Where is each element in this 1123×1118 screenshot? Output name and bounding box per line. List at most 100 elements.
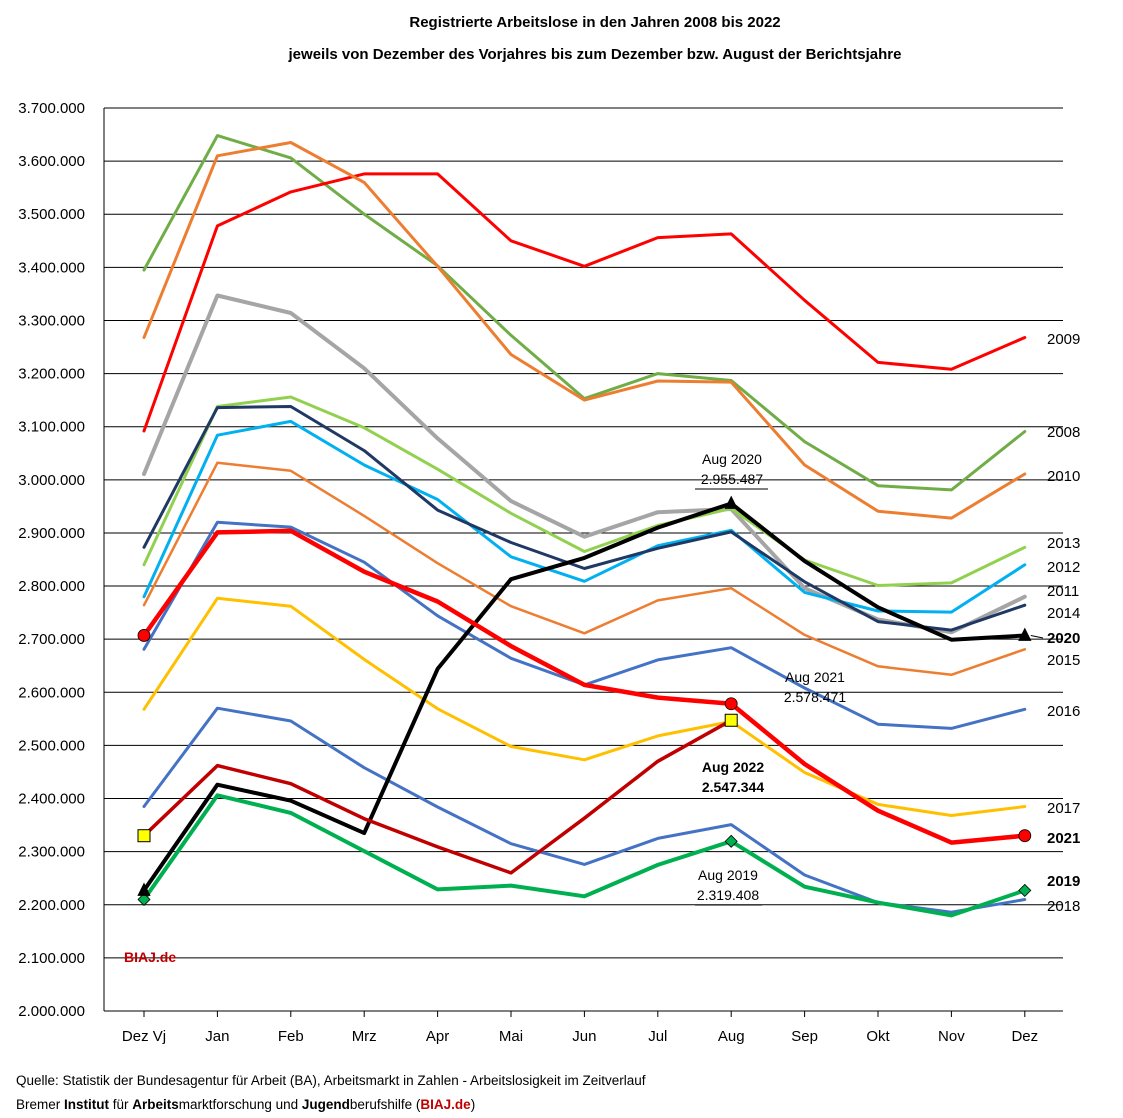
end-label-2016: 2016 <box>1047 703 1080 720</box>
y-tick-label: 3.100.000 <box>18 419 85 436</box>
end-label-2012: 2012 <box>1047 559 1080 576</box>
footer-institute: Bremer Institut für Arbeitsmarktforschun… <box>16 1097 475 1112</box>
end-label-2015: 2015 <box>1047 652 1080 669</box>
annotation-aug2019-value: 2.319.408 <box>697 887 759 903</box>
x-tick-label: Jan <box>205 1028 229 1045</box>
x-tick-label: Mrz <box>352 1028 377 1045</box>
series-line-2019 <box>142 793 1027 918</box>
x-tick-label: Aug <box>718 1028 745 1045</box>
series-line-2015 <box>142 461 1027 677</box>
x-tick-label: Sep <box>791 1028 818 1045</box>
series-line-2012 <box>142 419 1027 614</box>
series-line-2017 <box>142 596 1027 817</box>
series-markers <box>137 495 1032 907</box>
end-label-2017: 2017 <box>1047 800 1080 817</box>
y-tick-label: 3.400.000 <box>18 259 85 276</box>
end-label-2011: 2011 <box>1047 583 1079 600</box>
annotation-aug2022-value: 2.547.344 <box>702 779 764 795</box>
y-tick-label: 2.500.000 <box>18 737 85 754</box>
end-label-2008: 2008 <box>1047 424 1080 441</box>
y-tick-label: 3.600.000 <box>18 153 85 170</box>
marker-2019-start <box>137 892 151 907</box>
footer-part-5: marktforschung und <box>178 1097 302 1112</box>
marker-2020-aug <box>724 495 738 509</box>
series-line-2021 <box>141 528 1028 845</box>
footer-biaj-link: BIAJ.de <box>420 1097 471 1112</box>
x-tick-label: Jul <box>648 1028 667 1045</box>
y-tick-label: 2.200.000 <box>18 897 85 914</box>
series-line-2009 <box>142 172 1027 433</box>
footer-part-3: für <box>109 1097 133 1112</box>
annotation-aug2022-title: Aug 2022 <box>702 759 764 775</box>
series-lines <box>141 134 1028 918</box>
end-label-2014: 2014 <box>1047 605 1080 622</box>
marker-2020-start <box>137 882 151 896</box>
y-tick-label: 3.300.000 <box>18 312 85 329</box>
footer-part-7: berufshilfe ( <box>349 1097 421 1112</box>
annotation-aug2020-title: Aug 2020 <box>702 451 762 467</box>
annotation-aug2020-value: 2.955.487 <box>701 471 763 487</box>
marker-2020-end <box>1018 627 1032 641</box>
x-tick-label: Feb <box>278 1028 304 1045</box>
series-line-2022 <box>142 718 733 875</box>
x-axis: Dez Vj Jan Feb Mrz Apr Mai Jun Jul Aug Sep Okt Nov D… <box>104 1010 1063 1045</box>
y-tick-label: 2.100.000 <box>18 950 85 967</box>
end-label-2018: 2018 <box>1047 898 1080 915</box>
footer-source-text: Quelle: Statistik der Bundesagentur für … <box>16 1073 646 1088</box>
y-tick-label: 2.400.000 <box>18 791 85 808</box>
series-line-2020 <box>142 501 1027 893</box>
x-tick-label: Apr <box>426 1028 449 1045</box>
marker-2022-aug <box>724 713 738 727</box>
marker-2021-start <box>137 629 151 642</box>
chart-subtitle: jeweils von Dezember des Vorjahres bis z… <box>288 46 902 63</box>
annotation-aug2021-value: 2.578.471 <box>784 689 846 705</box>
x-tick-label: Dez <box>1011 1028 1038 1045</box>
end-label-leaders <box>1030 634 1044 639</box>
end-label-2010: 2010 <box>1047 468 1080 485</box>
x-tick-label: Dez Vj <box>122 1028 166 1045</box>
end-label-2020: 2020 <box>1047 630 1080 647</box>
x-tick-label: Nov <box>938 1028 965 1045</box>
y-tick-label: 2.000.000 <box>18 1003 85 1020</box>
x-tick-label: Jun <box>572 1028 596 1045</box>
marker-2021-aug <box>724 697 738 711</box>
end-label-2021: 2021 <box>1047 830 1080 847</box>
y-tick-label: 3.000.000 <box>18 472 85 489</box>
leader-2020 <box>1030 634 1044 639</box>
y-tick-label: 2.900.000 <box>18 525 85 542</box>
chart-title: Registrierte Arbeitslose in den Jahren 2… <box>409 14 780 31</box>
marker-2022-start <box>137 829 151 843</box>
series-line-2008 <box>142 134 1027 492</box>
end-label-2013: 2013 <box>1047 535 1080 552</box>
y-tick-label: 2.300.000 <box>18 844 85 861</box>
x-tick-label: Mai <box>499 1028 523 1045</box>
y-tick-label: 2.700.000 <box>18 631 85 648</box>
annotation-aug2019-title: Aug 2019 <box>698 867 758 883</box>
x-tick-label: Okt <box>866 1028 890 1045</box>
marker-2019-end <box>1018 883 1032 897</box>
footer-part-4: Arbeits <box>132 1097 179 1112</box>
y-tick-label: 2.800.000 <box>18 578 85 595</box>
marker-2019-aug <box>724 834 738 848</box>
end-label-2019: 2019 <box>1047 873 1080 890</box>
y-tick-label: 3.700.000 <box>18 100 85 117</box>
annotation-aug2021-title: Aug 2021 <box>785 669 845 685</box>
footer-part-2: Institut <box>64 1097 110 1112</box>
series-line-2016 <box>142 520 1027 730</box>
footer-part-1: Bremer <box>16 1097 65 1112</box>
y-axis: 2.000.000 2.100.000 2.200.000 2.300.000 2.40… <box>18 100 105 1020</box>
y-tick-label: 2.600.000 <box>18 684 85 701</box>
series-line-2010 <box>142 141 1027 520</box>
series-line-2014 <box>142 405 1027 632</box>
marker-2021-end <box>1018 829 1032 843</box>
footer-part-9: ) <box>470 1097 476 1112</box>
end-labels: 2009 2008 2010 2013 2012 2011 2014 2020 2015 2016… <box>1047 331 1080 915</box>
end-label-2009: 2009 <box>1047 331 1080 348</box>
footer-part-6: Jugend <box>301 1097 350 1112</box>
brand-label: BIAJ.de <box>124 949 176 965</box>
series-line-2013 <box>142 395 1027 587</box>
series-line-2011 <box>142 293 1027 635</box>
y-tick-label: 3.200.000 <box>18 366 85 383</box>
footer-source: Quelle: Statistik der Bundesagentur für … <box>16 1073 646 1088</box>
